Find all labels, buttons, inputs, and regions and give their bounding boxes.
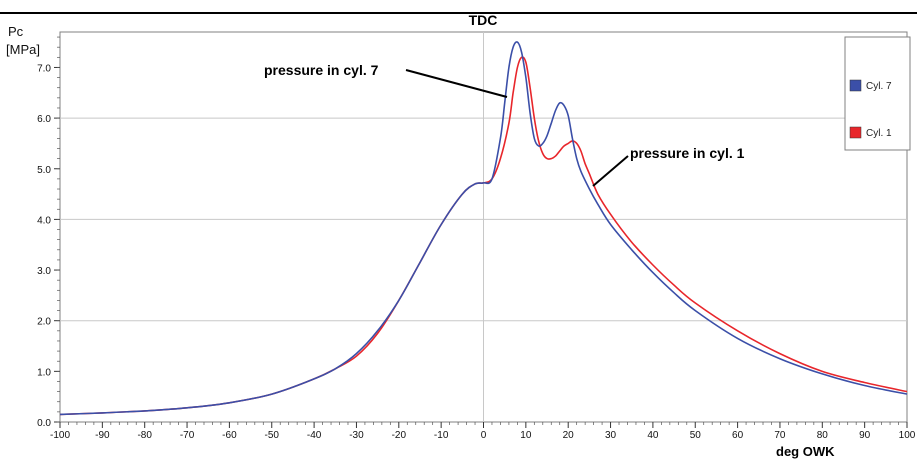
x-tick-label: -80 xyxy=(137,430,152,441)
x-tick-label: 30 xyxy=(605,430,617,441)
y-tick-label: 0.0 xyxy=(37,418,51,429)
legend-label-cyl7: Cyl. 7 xyxy=(866,81,892,92)
series-line-cyl7 xyxy=(59,41,908,416)
x-tick-label: 60 xyxy=(732,430,744,441)
x-tick-label: 90 xyxy=(859,430,871,441)
x-tick-label: -100 xyxy=(50,430,70,441)
x-tick-label: -30 xyxy=(349,430,364,441)
y-tick-label: 5.0 xyxy=(37,165,51,176)
y-tick-label: 4.0 xyxy=(37,215,51,226)
x-tick-label: -60 xyxy=(222,430,237,441)
y-tick-label: 7.0 xyxy=(37,63,51,74)
y-axis-label-unit: [MPa] xyxy=(6,42,40,57)
x-tick-label: 70 xyxy=(774,430,786,441)
annotation-cyl1: pressure in cyl. 1 xyxy=(630,145,745,161)
x-tick-label: -40 xyxy=(307,430,322,441)
x-tick-label: 80 xyxy=(817,430,829,441)
x-tick-label: 50 xyxy=(690,430,702,441)
x-tick-label: 20 xyxy=(563,430,575,441)
x-tick-label: 100 xyxy=(899,430,916,441)
legend-swatch-cyl1 xyxy=(849,126,862,139)
grid xyxy=(60,32,907,422)
x-tick-label: 0 xyxy=(481,430,487,441)
x-tick-label: 40 xyxy=(647,430,659,441)
legend-label-cyl1: Cyl. 1 xyxy=(866,128,892,139)
y-tick-label: 1.0 xyxy=(37,367,51,378)
series-line-cyl1 xyxy=(59,56,908,416)
annotation-cyl7: pressure in cyl. 7 xyxy=(264,62,379,78)
x-tick-label: -70 xyxy=(180,430,195,441)
y-tick-label: 6.0 xyxy=(37,114,51,125)
y-tick-label: 2.0 xyxy=(37,317,51,328)
y-tick-label: 3.0 xyxy=(37,266,51,277)
axes: -100 -90 -80 -70 -60 -50 -40 -30 -20 -10 0 10 20 30 40… xyxy=(37,36,916,441)
x-axis-label: deg OWK xyxy=(776,444,835,459)
annotations: pressure in cyl. 7 pressure in cyl. 1 xyxy=(264,62,745,187)
series-lines xyxy=(59,41,908,416)
x-tick-label: 10 xyxy=(520,430,532,441)
legend: Cyl. 7 Cyl. 1 xyxy=(844,36,911,151)
x-tick-label: -20 xyxy=(392,430,407,441)
legend-swatch-cyl7 xyxy=(849,79,862,92)
x-tick-label: -50 xyxy=(265,430,280,441)
annotation-cyl7-pointer xyxy=(405,69,508,98)
y-axis-label-symbol: Pc xyxy=(8,24,24,39)
annotation-cyl1-pointer xyxy=(592,155,629,187)
x-tick-label: -10 xyxy=(434,430,449,441)
x-tick-label: -90 xyxy=(95,430,110,441)
chart-title: TDC xyxy=(469,12,498,28)
